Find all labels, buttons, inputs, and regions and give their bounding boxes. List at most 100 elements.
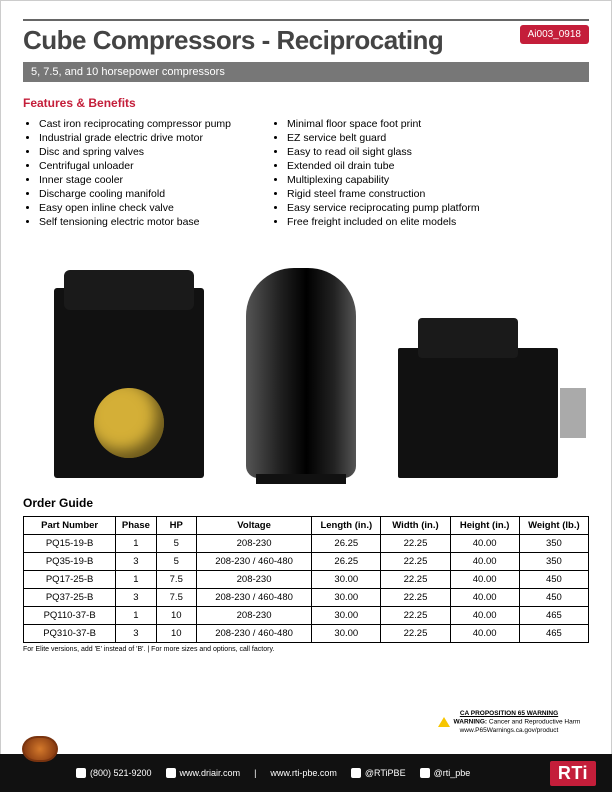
table-cell: 40.00 bbox=[450, 571, 519, 589]
feature-item: Rigid steel frame construction bbox=[287, 188, 480, 200]
table-cell: 5 bbox=[156, 553, 196, 571]
table-cell: 22.25 bbox=[381, 535, 450, 553]
doc-id-badge: Ai003_0918 bbox=[520, 25, 589, 44]
footer-social1: @RTiPBE bbox=[351, 768, 406, 778]
features-columns: Cast iron reciprocating compressor pumpI… bbox=[23, 118, 589, 230]
table-col-header: Width (in.) bbox=[381, 517, 450, 535]
table-row: PQ17-25-B17.5208-23030.0022.2540.00450 bbox=[24, 571, 589, 589]
table-cell: 40.00 bbox=[450, 625, 519, 643]
table-cell: 208-230 bbox=[196, 571, 311, 589]
feature-item: Extended oil drain tube bbox=[287, 160, 480, 172]
feature-item: Centrifugal unloader bbox=[39, 160, 231, 172]
features-left-list: Cast iron reciprocating compressor pumpI… bbox=[23, 118, 231, 230]
table-cell: 450 bbox=[519, 589, 588, 607]
table-col-header: Weight (lb.) bbox=[519, 517, 588, 535]
footer-site1: www.driair.com bbox=[166, 768, 241, 778]
order-guide-heading: Order Guide bbox=[23, 496, 589, 510]
page: Cube Compressors - Reciprocating Ai003_0… bbox=[0, 0, 612, 792]
air-tank-image bbox=[246, 268, 356, 478]
footer-divider: | bbox=[254, 768, 256, 778]
rti-logo: RTi bbox=[550, 761, 596, 786]
table-col-header: HP bbox=[156, 517, 196, 535]
feature-item: Easy to read oil sight glass bbox=[287, 146, 480, 158]
brand-seal-icon bbox=[22, 736, 58, 762]
table-col-header: Phase bbox=[116, 517, 156, 535]
table-cell: PQ17-25-B bbox=[24, 571, 116, 589]
feature-item: Self tensioning electric motor base bbox=[39, 216, 231, 228]
table-footnote: For Elite versions, add 'E' instead of '… bbox=[23, 646, 589, 653]
table-cell: 465 bbox=[519, 625, 588, 643]
feature-item: EZ service belt guard bbox=[287, 132, 480, 144]
table-cell: 1 bbox=[116, 607, 156, 625]
compressor-large-image bbox=[54, 288, 204, 478]
product-image-strip bbox=[23, 248, 589, 478]
table-cell: 30.00 bbox=[312, 625, 381, 643]
table-cell: 208-230 bbox=[196, 607, 311, 625]
warning-triangle-icon bbox=[438, 717, 450, 727]
features-heading: Features & Benefits bbox=[23, 96, 589, 110]
table-body: PQ15-19-B15208-23026.2522.2540.00350PQ35… bbox=[24, 535, 589, 643]
table-cell: 7.5 bbox=[156, 589, 196, 607]
table-row: PQ15-19-B15208-23026.2522.2540.00350 bbox=[24, 535, 589, 553]
table-cell: 10 bbox=[156, 625, 196, 643]
feature-item: Discharge cooling manifold bbox=[39, 188, 231, 200]
table-cell: PQ110-37-B bbox=[24, 607, 116, 625]
table-col-header: Length (in.) bbox=[312, 517, 381, 535]
subtitle-band: 5, 7.5, and 10 horsepower compressors bbox=[23, 62, 589, 82]
page-title: Cube Compressors - Reciprocating bbox=[23, 25, 520, 56]
table-cell: 5 bbox=[156, 535, 196, 553]
table-cell: 208-230 bbox=[196, 535, 311, 553]
table-cell: 30.00 bbox=[312, 589, 381, 607]
table-col-header: Height (in.) bbox=[450, 517, 519, 535]
table-cell: 1 bbox=[116, 571, 156, 589]
table-cell: PQ15-19-B bbox=[24, 535, 116, 553]
table-cell: 208-230 / 460-480 bbox=[196, 553, 311, 571]
table-cell: 30.00 bbox=[312, 607, 381, 625]
table-cell: 3 bbox=[116, 553, 156, 571]
prop65-warn-body: Cancer and Reproductive Harm bbox=[489, 719, 580, 726]
table-cell: 22.25 bbox=[381, 553, 450, 571]
table-cell: 208-230 / 460-480 bbox=[196, 589, 311, 607]
table-cell: 22.25 bbox=[381, 589, 450, 607]
table-cell: 10 bbox=[156, 607, 196, 625]
feature-item: Easy service reciprocating pump platform bbox=[287, 202, 480, 214]
footer-social2: @rti_pbe bbox=[420, 768, 471, 778]
table-cell: 3 bbox=[116, 589, 156, 607]
prop65-body: WARNING: Cancer and Reproductive Harm bbox=[434, 717, 584, 727]
feature-item: Disc and spring valves bbox=[39, 146, 231, 158]
table-cell: 208-230 / 460-480 bbox=[196, 625, 311, 643]
order-guide-table: Part NumberPhaseHPVoltageLength (in.)Wid… bbox=[23, 516, 589, 643]
table-cell: 1 bbox=[116, 535, 156, 553]
table-header-row: Part NumberPhaseHPVoltageLength (in.)Wid… bbox=[24, 517, 589, 535]
table-cell: PQ310-37-B bbox=[24, 625, 116, 643]
footer-site2: www.rti-pbe.com bbox=[270, 768, 337, 778]
features-right-list: Minimal floor space foot print EZ service… bbox=[271, 118, 480, 230]
compressor-small-image bbox=[398, 348, 558, 478]
table-cell: 40.00 bbox=[450, 535, 519, 553]
feature-item: Easy open inline check valve bbox=[39, 202, 231, 214]
prop65-warning: CA PROPOSITION 65 WARNING WARNING: Cance… bbox=[434, 710, 584, 734]
feature-item: Multiplexing capability bbox=[287, 174, 480, 186]
table-cell: 7.5 bbox=[156, 571, 196, 589]
table-col-header: Voltage bbox=[196, 517, 311, 535]
table-cell: 40.00 bbox=[450, 553, 519, 571]
instagram-icon bbox=[420, 768, 430, 778]
feature-item: Industrial grade electric drive motor bbox=[39, 132, 231, 144]
footer-bar: (800) 521-9200 www.driair.com | www.rti-… bbox=[0, 754, 612, 792]
table-cell: 22.25 bbox=[381, 571, 450, 589]
table-col-header: Part Number bbox=[24, 517, 116, 535]
table-cell: 450 bbox=[519, 571, 588, 589]
facebook-icon bbox=[351, 768, 361, 778]
table-row: PQ110-37-B110208-23030.0022.2540.00465 bbox=[24, 607, 589, 625]
table-row: PQ310-37-B310208-230 / 460-48030.0022.25… bbox=[24, 625, 589, 643]
footer-phone: (800) 521-9200 bbox=[76, 768, 152, 778]
globe-icon bbox=[166, 768, 176, 778]
table-cell: 40.00 bbox=[450, 589, 519, 607]
feature-item: Minimal floor space foot print bbox=[287, 118, 480, 130]
table-cell: PQ35-19-B bbox=[24, 553, 116, 571]
header-row: Cube Compressors - Reciprocating Ai003_0… bbox=[23, 19, 589, 56]
table-cell: PQ37-25-B bbox=[24, 589, 116, 607]
table-cell: 350 bbox=[519, 553, 588, 571]
table-row: PQ37-25-B37.5208-230 / 460-48030.0022.25… bbox=[24, 589, 589, 607]
phone-icon bbox=[76, 768, 86, 778]
